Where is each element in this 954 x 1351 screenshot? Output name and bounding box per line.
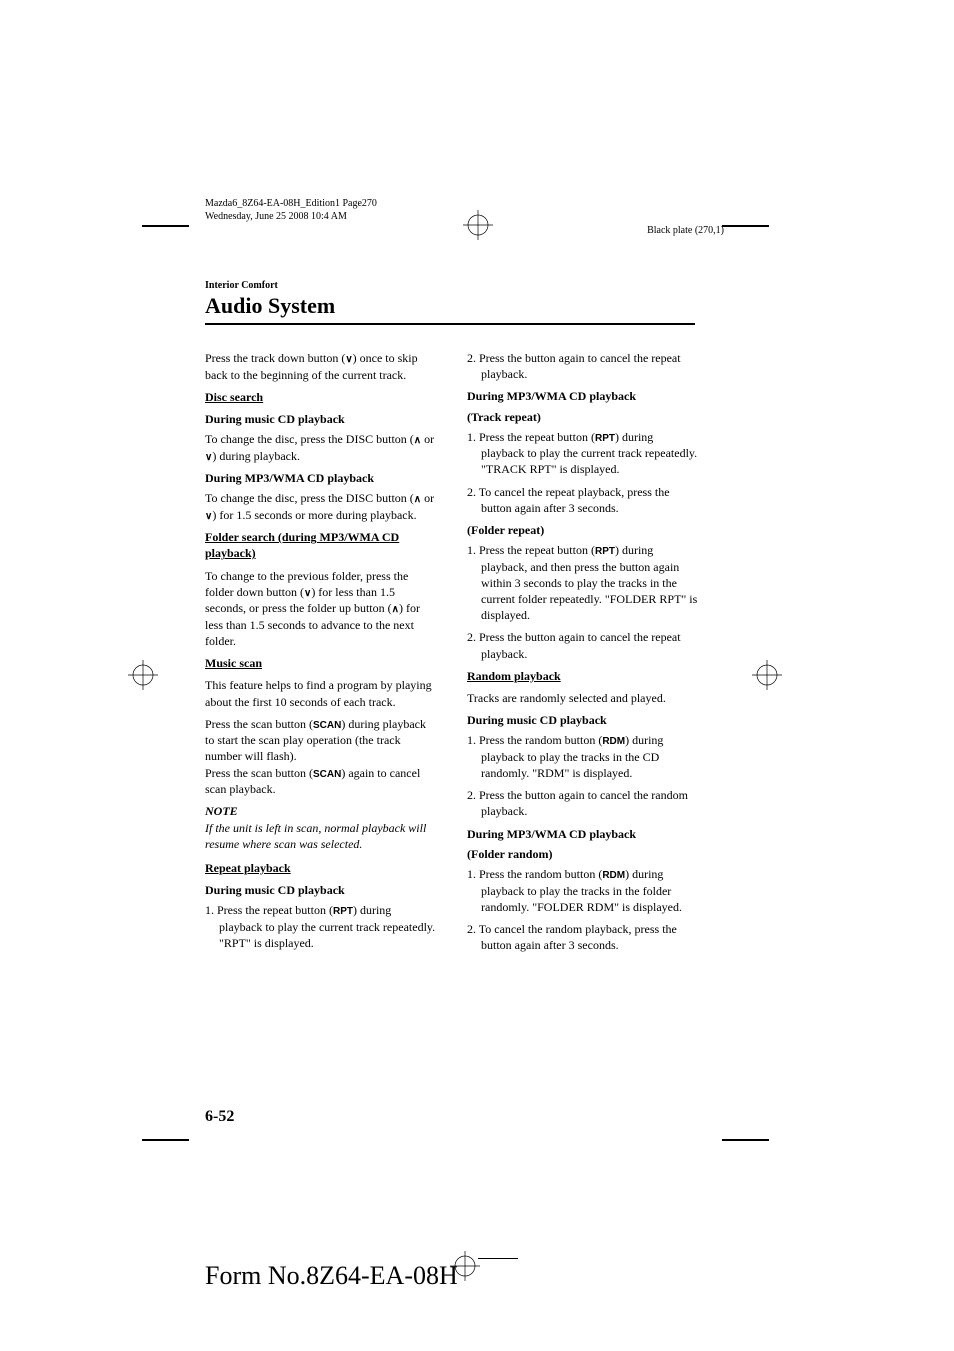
track-down-text: Press the track down button (∨) once to … bbox=[205, 350, 437, 383]
crop-mark bbox=[722, 1139, 769, 1141]
column-left: Press the track down button (∨) once to … bbox=[205, 350, 437, 959]
up-icon: ∧ bbox=[392, 604, 399, 615]
track-repeat-heading: (Track repeat) bbox=[467, 409, 699, 425]
mp3-heading: During MP3/WMA CD playback bbox=[467, 826, 699, 842]
rdm-button-label: RDM bbox=[602, 736, 625, 747]
registration-mark-icon bbox=[463, 210, 493, 240]
music-cd-heading: During music CD playback bbox=[205, 882, 437, 898]
scan-desc-text: This feature helps to find a program by … bbox=[205, 677, 437, 709]
form-line bbox=[478, 1258, 518, 1259]
page-number: 6-52 bbox=[205, 1108, 234, 1126]
down-icon: ∨ bbox=[345, 354, 352, 365]
chapter-label: Interior Comfort bbox=[205, 280, 699, 291]
columns: Press the track down button (∨) once to … bbox=[205, 350, 699, 959]
repeat-heading: Repeat playback bbox=[205, 860, 437, 876]
list-item: 2. Press the button again to cancel the … bbox=[481, 787, 699, 819]
scan-button-label: SCAN bbox=[313, 720, 341, 731]
list-item: 2. Press the button again to cancel the … bbox=[481, 629, 699, 661]
mp3-heading: During MP3/WMA CD playback bbox=[205, 470, 437, 486]
rpt-button-label: RPT bbox=[595, 546, 615, 557]
folder-search-heading: Folder search (during MP3/WMA CD playbac… bbox=[205, 529, 437, 561]
disc-change-mp3-text: To change the disc, press the DISC butto… bbox=[205, 490, 437, 523]
folder-random-heading: (Folder random) bbox=[467, 846, 699, 862]
list-item: 1. Press the repeat button (RPT) during … bbox=[481, 429, 699, 478]
mp3-heading: During MP3/WMA CD playback bbox=[467, 388, 699, 404]
folder-repeat-heading: (Folder repeat) bbox=[467, 522, 699, 538]
music-cd-heading: During music CD playback bbox=[467, 712, 699, 728]
rdm-button-label: RDM bbox=[602, 870, 625, 881]
crop-mark bbox=[142, 1139, 189, 1141]
random-heading: Random playback bbox=[467, 668, 699, 684]
registration-mark-icon bbox=[128, 660, 158, 690]
random-desc-text: Tracks are randomly selected and played. bbox=[467, 690, 699, 706]
music-scan-heading: Music scan bbox=[205, 655, 437, 671]
disc-search-heading: Disc search bbox=[205, 389, 437, 405]
list-item: 1. Press the random button (RDM) during … bbox=[481, 732, 699, 781]
form-number: Form No.8Z64-EA-08H bbox=[205, 1261, 458, 1291]
list-item: 2. Press the button again to cancel the … bbox=[481, 350, 699, 382]
registration-mark-icon bbox=[752, 660, 782, 690]
title-underline bbox=[205, 323, 695, 325]
crop-mark bbox=[722, 225, 769, 227]
file-info-line1: Mazda6_8Z64-EA-08H_Edition1 Page270 bbox=[205, 197, 377, 210]
list-item: 2. To cancel the repeat playback, press … bbox=[481, 484, 699, 516]
column-right: 2. Press the button again to cancel the … bbox=[467, 350, 699, 959]
disc-change-text: To change the disc, press the DISC butto… bbox=[205, 431, 437, 464]
file-info: Mazda6_8Z64-EA-08H_Edition1 Page270 Wedn… bbox=[205, 197, 377, 223]
rpt-button-label: RPT bbox=[333, 906, 353, 917]
note-heading: NOTE bbox=[205, 803, 437, 819]
note-body: If the unit is left in scan, normal play… bbox=[205, 820, 437, 852]
file-info-line2: Wednesday, June 25 2008 10:4 AM bbox=[205, 210, 377, 223]
folder-change-text: To change to the previous folder, press … bbox=[205, 568, 437, 650]
list-item: 1. Press the repeat button (RPT) during … bbox=[481, 542, 699, 623]
scan-button-text: Press the scan button (SCAN) during play… bbox=[205, 716, 437, 798]
scan-button-label: SCAN bbox=[313, 769, 341, 780]
page-title: Audio System bbox=[205, 293, 699, 319]
list-item: 1. Press the repeat button (RPT) during … bbox=[219, 902, 437, 951]
page-content: Interior Comfort Audio System Press the … bbox=[205, 280, 699, 959]
list-item: 1. Press the random button (RDM) during … bbox=[481, 866, 699, 915]
rpt-button-label: RPT bbox=[595, 433, 615, 444]
music-cd-heading: During music CD playback bbox=[205, 411, 437, 427]
plate-info: Black plate (270,1) bbox=[647, 225, 724, 236]
crop-mark bbox=[142, 225, 189, 227]
list-item: 2. To cancel the random playback, press … bbox=[481, 921, 699, 953]
